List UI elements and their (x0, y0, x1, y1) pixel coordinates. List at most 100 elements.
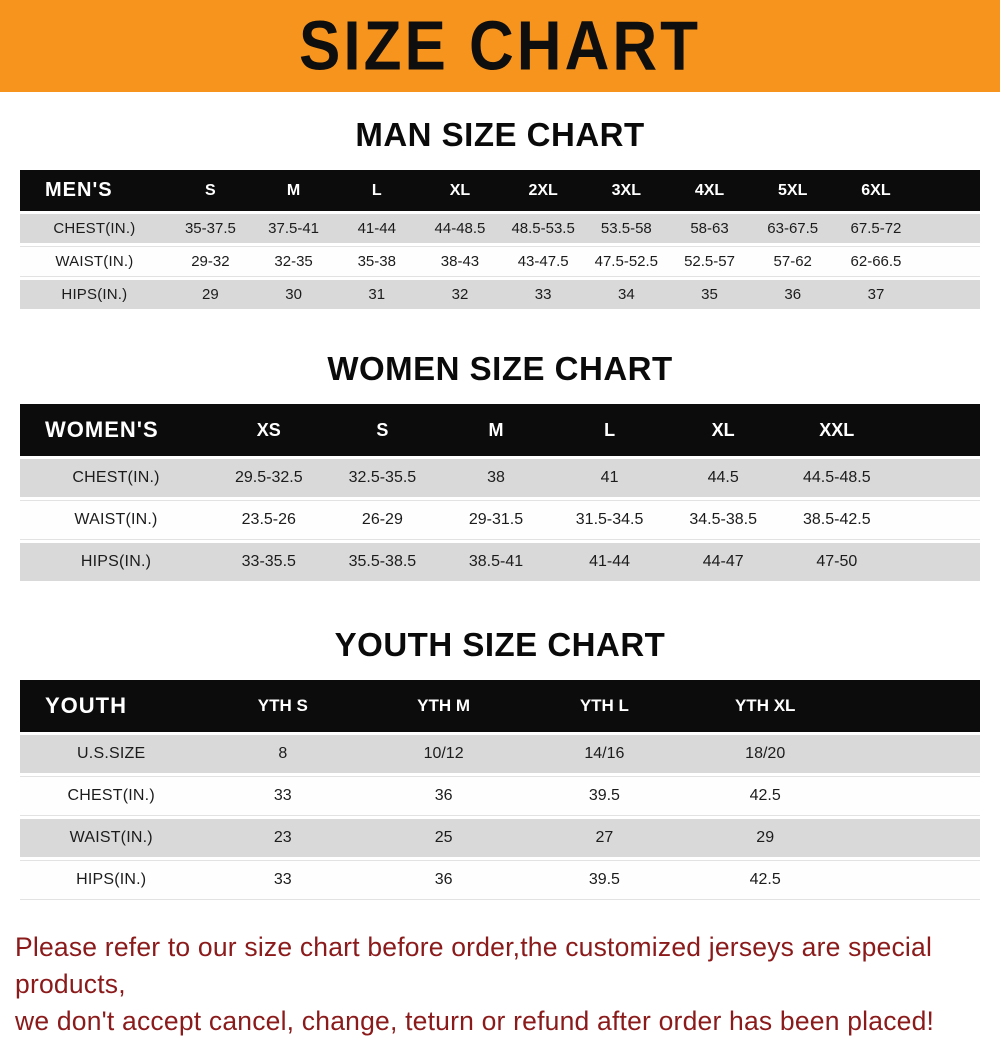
size-value: 29 (684, 819, 846, 857)
size-value: 37 (834, 280, 918, 309)
size-value: 52.5-57 (667, 246, 752, 277)
size-value: 36 (751, 280, 835, 309)
size-value: 67.5-72 (834, 214, 918, 243)
size-value: 63-67.5 (751, 214, 835, 243)
youth-section-title: YOUTH SIZE CHART (334, 626, 666, 663)
size-value: 41-44 (335, 214, 419, 243)
women-section-title: WOMEN SIZE CHART (327, 350, 673, 387)
measurement-row: WAIST(IN.) 23 25 27 29 (20, 819, 980, 857)
size-column-header: 3XL (584, 170, 668, 211)
spacer-cell (845, 819, 980, 857)
measurement-label: HIPS(IN.) (20, 860, 203, 900)
spacer-cell (845, 776, 980, 816)
size-column-header: L (335, 170, 419, 211)
size-value: 34.5-38.5 (666, 500, 780, 540)
size-value: 29-31.5 (439, 500, 553, 540)
measurement-label: CHEST(IN.) (20, 776, 203, 816)
size-value: 31 (335, 280, 419, 309)
size-value: 34 (584, 280, 668, 309)
spacer-cell (917, 280, 980, 309)
youth-size-section: YOUTH SIZE CHART YOUTH YTH S YTH M YTH L YTH… (0, 584, 1000, 903)
header-row: MEN'S S M L XL 2XL 3XL 4XL 5XL 6XL (20, 170, 980, 211)
footer-note: Please refer to our size chart before or… (0, 929, 1000, 1040)
size-value: 33 (501, 280, 585, 309)
size-value: 30 (251, 280, 336, 309)
size-column-header: 4XL (667, 170, 752, 211)
size-value: 41-44 (552, 543, 667, 581)
size-value: 38.5-41 (439, 543, 553, 581)
women-size-section: WOMEN SIZE CHART WOMEN'S XS S M L XL XXL CHEST(… (0, 312, 1000, 584)
women-size-table: WOMEN'S XS S M L XL XXL CHEST(IN.) 29.5-32.5 32.5… (20, 401, 980, 584)
size-value: 29.5-32.5 (212, 459, 326, 497)
table-corner-label: MEN'S (20, 170, 169, 211)
measurement-row: WAIST(IN.) 29-32 32-35 35-38 38-43 43-47.5 47.… (20, 246, 980, 277)
footer-note-line1: Please refer to our size chart before or… (15, 932, 933, 1000)
measurement-row: HIPS(IN.) 33-35.5 35.5-38.5 38.5-41 41-44 44-… (20, 543, 980, 581)
measurement-row: U.S.SIZE 8 10/12 14/16 18/20 (20, 735, 980, 773)
header-row: YOUTH YTH S YTH M YTH L YTH XL (20, 680, 980, 732)
size-value: 33 (202, 776, 364, 816)
spacer-cell (845, 860, 980, 900)
table-corner-label: WOMEN'S (20, 404, 212, 456)
measurement-label: CHEST(IN.) (20, 214, 169, 243)
size-value: 44.5-48.5 (779, 459, 894, 497)
size-value: 38.5-42.5 (779, 500, 894, 540)
measurement-label: WAIST(IN.) (20, 819, 203, 857)
measurement-label: WAIST(IN.) (20, 500, 212, 540)
measurement-label: U.S.SIZE (20, 735, 203, 773)
size-value: 35-38 (335, 246, 419, 277)
footer-note-line2: we don't accept cancel, change, teturn o… (15, 1006, 935, 1037)
size-value: 25 (363, 819, 524, 857)
size-value: 31.5-34.5 (552, 500, 667, 540)
size-value: 39.5 (523, 860, 685, 900)
size-column-header: L (552, 404, 667, 456)
size-value: 44-48.5 (418, 214, 502, 243)
banner: SIZE CHART (0, 0, 1000, 92)
size-column-header: 6XL (834, 170, 918, 211)
measurement-label: CHEST(IN.) (20, 459, 212, 497)
size-value: 36 (363, 860, 524, 900)
size-column-header: YTH L (523, 680, 685, 732)
size-value: 35 (667, 280, 752, 309)
size-value: 35-37.5 (168, 214, 252, 243)
size-value: 47.5-52.5 (584, 246, 668, 277)
size-value: 36 (363, 776, 524, 816)
size-value: 42.5 (684, 776, 846, 816)
size-value: 33-35.5 (212, 543, 326, 581)
size-column-header: 5XL (751, 170, 835, 211)
measurement-row: CHEST(IN.) 29.5-32.5 32.5-35.5 38 41 44.5 44.5… (20, 459, 980, 497)
size-column-header: YTH S (202, 680, 364, 732)
measurement-label: HIPS(IN.) (20, 280, 169, 309)
size-value: 39.5 (523, 776, 685, 816)
size-column-header: XL (666, 404, 780, 456)
measurement-label: HIPS(IN.) (20, 543, 212, 581)
spacer-cell (917, 246, 980, 277)
size-value: 62-66.5 (834, 246, 918, 277)
size-value: 43-47.5 (501, 246, 585, 277)
size-value: 8 (202, 735, 364, 773)
size-value: 42.5 (684, 860, 846, 900)
size-value: 38-43 (418, 246, 502, 277)
size-column-header: XXL (779, 404, 894, 456)
spacer-cell (893, 459, 980, 497)
size-value: 18/20 (684, 735, 846, 773)
size-value: 44.5 (666, 459, 780, 497)
size-column-header: M (251, 170, 336, 211)
size-value: 10/12 (363, 735, 524, 773)
size-value: 57-62 (751, 246, 835, 277)
measurement-label: WAIST(IN.) (20, 246, 169, 277)
size-value: 38 (439, 459, 553, 497)
size-column-header: XL (418, 170, 502, 211)
spacer-cell (845, 680, 980, 732)
spacer-cell (893, 543, 980, 581)
size-value: 33 (202, 860, 364, 900)
size-value: 41 (552, 459, 667, 497)
measurement-row: HIPS(IN.) 29 30 31 32 33 34 35 36 37 (20, 280, 980, 309)
size-column-header: XS (212, 404, 326, 456)
size-column-header: M (439, 404, 553, 456)
spacer-cell (845, 735, 980, 773)
size-value: 47-50 (779, 543, 894, 581)
table-corner-label: YOUTH (20, 680, 203, 732)
size-column-header: YTH M (363, 680, 524, 732)
